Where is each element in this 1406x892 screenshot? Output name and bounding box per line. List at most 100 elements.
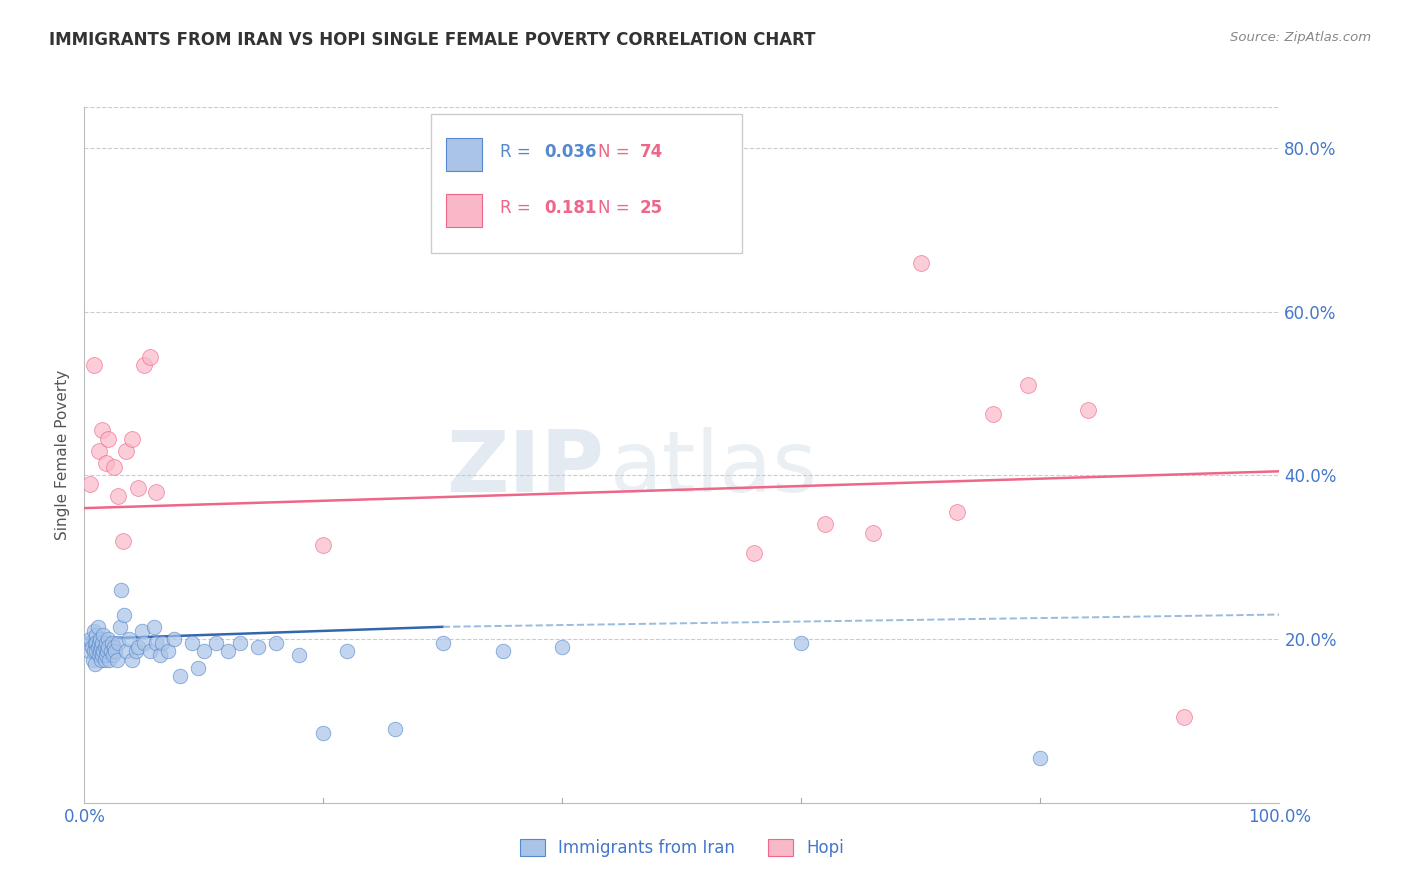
Point (1077, 403, 1099, 417)
Point (742, 546, 765, 560)
Text: atlas: atlas (610, 427, 818, 510)
Point (432, 636, 454, 650)
Point (1018, 378, 1040, 392)
Point (90, 652, 112, 666)
Point (492, 644, 515, 658)
Point (103, 460, 125, 475)
Point (87, 443, 110, 458)
Point (142, 620, 165, 634)
Point (127, 481, 149, 495)
Point (89, 644, 111, 658)
Point (86, 620, 108, 634)
Point (145, 636, 167, 650)
Point (97, 640, 120, 655)
Point (117, 632, 139, 646)
Point (264, 636, 287, 650)
Point (84, 636, 107, 650)
Point (115, 443, 138, 458)
Point (77, 644, 100, 658)
Point (139, 644, 162, 658)
Point (86, 640, 108, 655)
Point (93, 652, 115, 666)
Point (89, 632, 111, 646)
Point (84, 657, 107, 671)
FancyBboxPatch shape (432, 114, 742, 253)
Point (145, 484, 167, 499)
Point (205, 636, 228, 650)
Point (132, 358, 156, 372)
Point (981, 407, 1004, 421)
Point (910, 255, 932, 269)
Text: 0.036: 0.036 (544, 144, 598, 161)
Text: Source: ZipAtlas.com: Source: ZipAtlas.com (1230, 31, 1371, 45)
Point (163, 632, 186, 646)
Point (288, 648, 311, 663)
Point (115, 644, 138, 658)
Point (83, 644, 105, 658)
Point (93, 640, 115, 655)
Point (110, 620, 132, 634)
Point (110, 582, 132, 597)
Point (790, 636, 813, 650)
FancyBboxPatch shape (447, 138, 482, 171)
Point (384, 722, 406, 736)
Point (86, 636, 108, 650)
Point (80, 640, 103, 655)
Point (946, 505, 969, 519)
Point (100, 644, 122, 658)
Point (246, 640, 269, 655)
Point (91, 423, 114, 437)
Point (91, 636, 114, 650)
Point (187, 661, 209, 675)
Point (83, 624, 105, 638)
Point (97, 432, 120, 446)
Point (112, 607, 135, 622)
Point (312, 726, 335, 740)
Point (79, 632, 101, 646)
Point (121, 652, 143, 666)
Point (814, 517, 837, 532)
Point (1173, 710, 1195, 724)
FancyBboxPatch shape (447, 194, 482, 227)
Text: 74: 74 (640, 144, 664, 161)
Point (229, 636, 252, 650)
Point (93, 628, 115, 642)
Legend: Immigrants from Iran, Hopi: Immigrants from Iran, Hopi (513, 832, 851, 864)
Point (105, 652, 128, 666)
Point (157, 644, 180, 658)
Text: R =: R = (501, 144, 536, 161)
Point (104, 644, 127, 658)
Point (94, 636, 117, 650)
Point (139, 350, 162, 364)
Point (1029, 751, 1052, 765)
Point (83, 358, 105, 372)
Point (98, 652, 121, 666)
Point (107, 636, 129, 650)
Point (217, 644, 239, 658)
Text: 25: 25 (640, 199, 664, 217)
Point (150, 636, 173, 650)
Point (111, 533, 134, 548)
Point (862, 525, 884, 540)
Point (77, 636, 100, 650)
Point (94, 648, 117, 663)
Point (86, 628, 108, 642)
Point (97, 632, 120, 646)
Point (169, 669, 191, 683)
Point (336, 644, 359, 658)
Point (193, 644, 215, 658)
Point (82, 652, 104, 666)
Point (132, 636, 156, 650)
Point (125, 644, 148, 658)
Text: R =: R = (501, 199, 541, 217)
Point (101, 648, 124, 663)
Point (181, 636, 204, 650)
Point (121, 432, 143, 446)
Point (551, 640, 574, 655)
Point (86, 644, 108, 658)
Point (101, 636, 124, 650)
Point (93, 644, 115, 658)
Point (87, 648, 110, 663)
Point (96, 644, 118, 658)
Point (312, 538, 335, 552)
